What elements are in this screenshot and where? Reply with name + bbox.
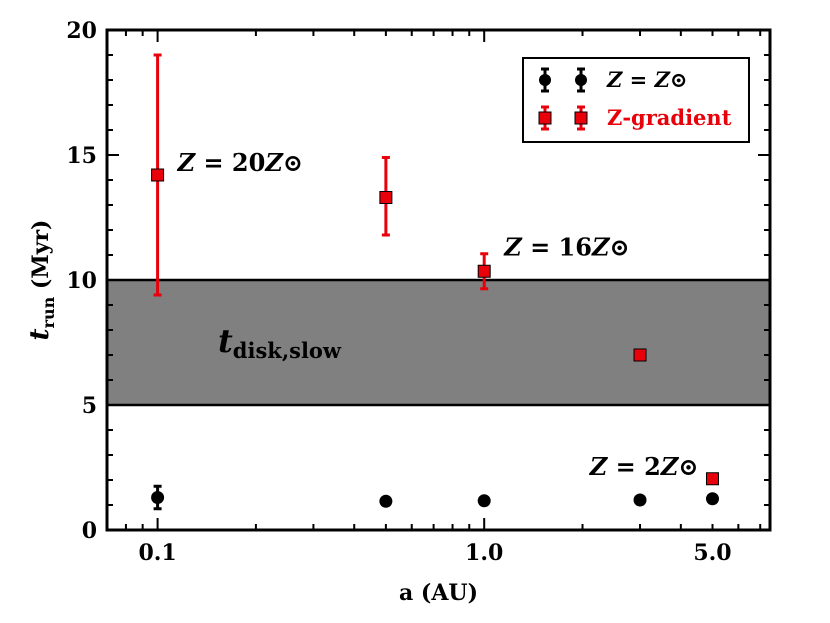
legend-label: Z-gradient	[607, 105, 732, 130]
series-1	[151, 484, 719, 511]
plot-border	[105, 28, 772, 532]
axis-labels: 0 5 10 15 20 0.1 1.0 5.0 a (AU) trun (Myr)	[25, 18, 732, 606]
annotation-layer: Z = 20Z⊙ Z = 16Z⊙ Z = 2Z⊙	[177, 148, 699, 481]
legend-marker	[575, 74, 587, 86]
data-point	[151, 491, 165, 504]
data-point	[633, 493, 647, 507]
annotation-z20: Z = 20Z⊙	[177, 148, 303, 177]
band-label: tdisk,slow	[218, 322, 342, 363]
x-axis-label: a (AU)	[399, 580, 478, 606]
annotation-z2: Z = 2Z⊙	[589, 452, 699, 481]
legend-marker	[574, 111, 588, 125]
x-tick-label: 1.0	[465, 540, 503, 566]
legend-marker	[539, 74, 551, 86]
x-tick-label: 0.1	[138, 540, 176, 566]
data-point	[379, 494, 393, 508]
legend-box	[522, 57, 750, 143]
data-point	[379, 191, 393, 204]
slow-disk-band	[107, 280, 770, 405]
series-layer	[151, 53, 719, 511]
plot-frame	[105, 28, 772, 532]
legend: Z = Z⊙ Z-gradient	[522, 57, 750, 143]
y-tick-label: 5	[82, 393, 97, 419]
y-axis-label: trun (Myr)	[25, 220, 58, 341]
x-tick-label: 5.0	[693, 540, 731, 566]
y-tick-label: 0	[82, 518, 97, 544]
annotation-z16: Z = 16Z⊙	[503, 232, 629, 261]
series-2	[151, 53, 719, 486]
y-tick-label: 10	[66, 268, 97, 294]
legend-label: Z = Z⊙	[606, 67, 688, 92]
band-layer: tdisk,slow	[107, 278, 770, 407]
y-tick-label: 20	[66, 18, 97, 44]
data-point	[633, 348, 647, 362]
data-point	[151, 168, 165, 182]
data-point	[705, 472, 719, 486]
legend-marker	[538, 111, 552, 125]
data-point	[477, 494, 491, 508]
y-tick-label: 15	[66, 143, 97, 169]
data-point	[705, 492, 719, 506]
data-point	[477, 264, 491, 278]
